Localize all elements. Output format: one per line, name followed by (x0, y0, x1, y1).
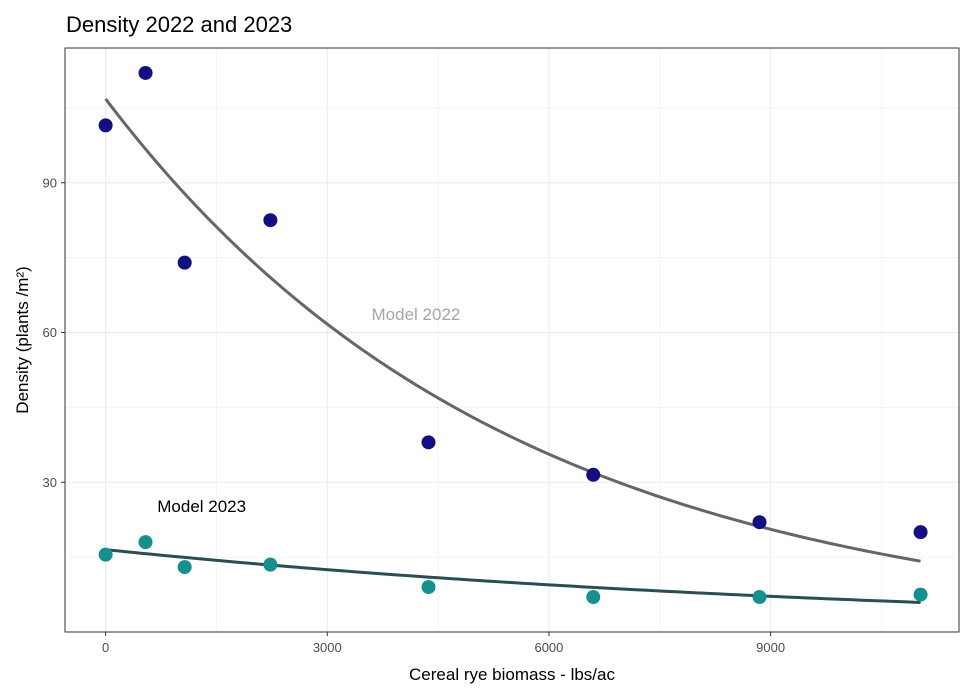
point-2023 (586, 590, 601, 605)
x-axis-label: Cereal rye biomass - lbs/ac (409, 665, 615, 684)
x-tick-label: 6000 (534, 640, 563, 655)
point-2022 (263, 213, 278, 228)
plot-border (64, 47, 960, 633)
chart-title: Density 2022 and 2023 (66, 12, 292, 37)
x-tick-label: 0 (102, 640, 109, 655)
x-tick-label: 3000 (313, 640, 342, 655)
model-2023-curve (105, 548, 921, 604)
model-2022-curve (104, 97, 921, 563)
point-2022 (913, 525, 928, 540)
grid (65, 48, 959, 632)
annotation-label: Model 2022 (372, 305, 461, 324)
model-curves (104, 97, 921, 604)
x-axis: 0 3000 6000 9000 (102, 632, 785, 655)
plot-background (65, 48, 959, 632)
point-2023 (263, 557, 278, 572)
point-2022 (752, 515, 767, 530)
y-tick-label: 30 (43, 475, 57, 490)
point-2023 (98, 547, 113, 562)
point-2022 (177, 255, 192, 270)
annotations: Model 2022 Model 2023 (157, 305, 460, 516)
point-2022 (586, 467, 601, 482)
point-2023 (421, 580, 436, 595)
y-axis-label: Density (plants /m²) (13, 266, 32, 413)
point-2022 (421, 435, 436, 450)
x-tick-label: 9000 (756, 640, 785, 655)
annotation-label: Model 2023 (157, 497, 246, 516)
point-2023 (913, 587, 928, 602)
point-2022 (138, 65, 153, 80)
point-2022 (98, 118, 113, 133)
point-2023 (177, 560, 192, 575)
y-axis: 30 60 90 (43, 175, 65, 490)
point-2023 (752, 590, 767, 605)
y-tick-label: 60 (43, 325, 57, 340)
y-tick-label: 90 (43, 175, 57, 190)
point-2023 (138, 535, 153, 550)
data-points (98, 65, 928, 605)
